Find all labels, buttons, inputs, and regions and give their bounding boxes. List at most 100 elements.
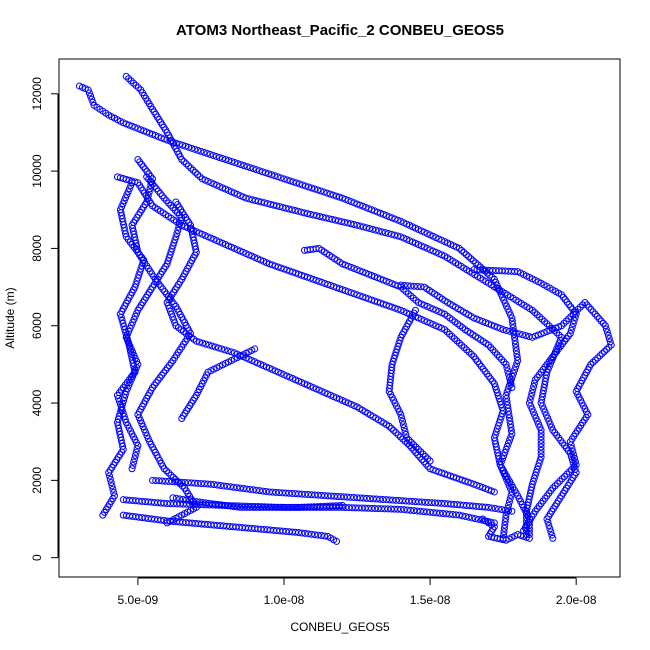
data-point <box>500 528 508 536</box>
data-point <box>585 303 593 311</box>
data-point <box>372 226 380 234</box>
data-point <box>340 493 348 501</box>
data-point <box>278 489 286 497</box>
data-point <box>505 414 513 422</box>
data-point <box>107 479 115 487</box>
data-point <box>274 263 282 271</box>
data-point <box>116 310 124 318</box>
data-point <box>472 259 480 267</box>
data-point <box>502 445 510 453</box>
data-point <box>405 497 413 505</box>
data-point <box>537 436 545 444</box>
data-point <box>373 298 381 306</box>
data-point <box>397 333 405 341</box>
data-point <box>530 379 538 387</box>
data-point <box>191 479 199 487</box>
data-point <box>128 465 136 473</box>
data-point <box>196 173 204 181</box>
data-point <box>512 347 520 355</box>
data-point <box>458 512 466 520</box>
data-point <box>509 324 517 332</box>
data-point <box>556 477 564 485</box>
data-point <box>546 525 554 533</box>
data-point <box>117 403 125 411</box>
data-point <box>169 242 177 250</box>
data-point <box>502 360 510 368</box>
profile-series <box>479 515 533 544</box>
data-point <box>506 327 514 335</box>
data-point <box>314 531 322 539</box>
profile-series <box>470 266 580 538</box>
data-point <box>507 424 515 432</box>
data-point <box>560 319 568 327</box>
data-point <box>131 452 139 460</box>
data-point <box>359 293 367 301</box>
data-point <box>168 245 176 253</box>
data-point <box>490 380 498 388</box>
data-point <box>265 170 273 178</box>
data-point <box>601 322 609 330</box>
data-point <box>596 352 604 360</box>
data-point <box>507 380 515 388</box>
data-point <box>504 439 512 447</box>
data-point <box>330 283 338 291</box>
data-point <box>519 331 527 339</box>
data-point <box>558 475 566 483</box>
data-point <box>311 531 319 539</box>
data-point <box>493 389 501 397</box>
data-point <box>435 468 443 476</box>
data-point <box>532 468 540 476</box>
data-point <box>210 481 218 489</box>
data-point <box>255 167 263 175</box>
x-tick-label: 5.0e-09 <box>118 593 159 607</box>
data-point <box>353 221 361 229</box>
data-point <box>560 472 568 480</box>
data-point <box>256 487 264 495</box>
data-point <box>224 347 232 355</box>
data-point <box>402 497 410 505</box>
data-point <box>177 217 185 225</box>
data-point <box>194 146 202 154</box>
data-point <box>308 184 316 192</box>
profile-series <box>122 72 580 542</box>
data-point <box>309 275 317 283</box>
data-point <box>495 419 503 427</box>
data-point <box>344 219 352 227</box>
data-point <box>399 417 407 425</box>
data-point <box>88 95 96 103</box>
data-point <box>362 294 370 302</box>
data-point <box>117 313 125 321</box>
data-point <box>214 344 222 352</box>
data-point <box>165 477 173 485</box>
data-point <box>507 433 515 441</box>
data-point <box>99 511 107 519</box>
data-point <box>563 470 571 478</box>
data-point <box>187 479 195 487</box>
data-point <box>605 343 613 351</box>
data-point <box>385 422 393 430</box>
data-point <box>306 274 314 282</box>
data-point <box>544 518 552 526</box>
data-point <box>320 188 328 196</box>
data-point <box>167 248 175 256</box>
data-point <box>319 213 327 221</box>
data-point <box>394 431 402 439</box>
data-point <box>121 415 129 423</box>
data-point <box>402 431 410 439</box>
profile-series <box>119 511 341 545</box>
data-point <box>347 220 355 228</box>
data-point <box>174 478 182 486</box>
data-point <box>401 427 409 435</box>
data-point <box>258 168 266 176</box>
data-point <box>424 455 432 463</box>
data-point <box>321 279 329 287</box>
data-point <box>603 328 611 336</box>
data-point <box>410 282 418 290</box>
data-point <box>197 480 205 488</box>
data-point <box>507 491 515 499</box>
data-point <box>568 323 576 331</box>
data-point <box>363 494 371 502</box>
data-point <box>227 348 235 356</box>
data-point <box>134 442 142 450</box>
data-point <box>343 493 351 501</box>
